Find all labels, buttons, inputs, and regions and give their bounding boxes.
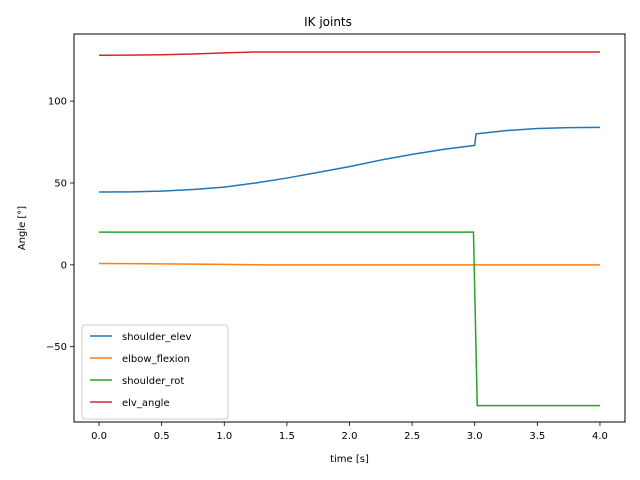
series-line-elbow-flexion	[99, 262, 600, 266]
legend-box	[81, 324, 229, 420]
series-layer	[99, 51, 600, 407]
legend-label: elbow_flexion	[122, 354, 190, 365]
series-line-elv-angle	[99, 51, 600, 57]
legend-label: elv_angle	[122, 398, 170, 409]
x-tick-label: 2.5	[404, 431, 420, 442]
x-tick-label: 0.0	[91, 431, 107, 442]
legend: shoulder_elev elbow_flexion shoulder_rotel…	[81, 324, 229, 420]
series-line-shoulder-rot	[99, 231, 600, 407]
y-tick-label: −50	[46, 342, 67, 353]
x-tick-label: 0.5	[154, 431, 170, 442]
y-tick-label: 50	[54, 178, 67, 189]
y-axis-label: Angle [°]	[17, 206, 28, 251]
x-axis-label: time [s]	[330, 454, 369, 465]
x-tick-label: 4.0	[592, 431, 608, 442]
legend-label: shoulder_rot	[122, 376, 184, 387]
legend-label: shoulder_elev	[122, 332, 191, 343]
x-axis: 0.0 0.5 1.0 1.5 2.0 2.5 3.0 3.5 4.0	[91, 422, 608, 442]
x-tick-label: 1.0	[216, 431, 232, 442]
chart-title: IK joints	[304, 15, 352, 29]
y-tick-label: 100	[48, 97, 67, 108]
x-tick-label: 3.5	[529, 431, 545, 442]
y-axis: −50 0 50 100	[46, 97, 74, 353]
x-tick-label: 1.5	[279, 431, 295, 442]
x-tick-label: 2.0	[342, 431, 358, 442]
y-tick-label: 0	[61, 260, 67, 271]
series-line-shoulder-elev	[99, 126, 600, 193]
x-tick-label: 3.0	[467, 431, 483, 442]
